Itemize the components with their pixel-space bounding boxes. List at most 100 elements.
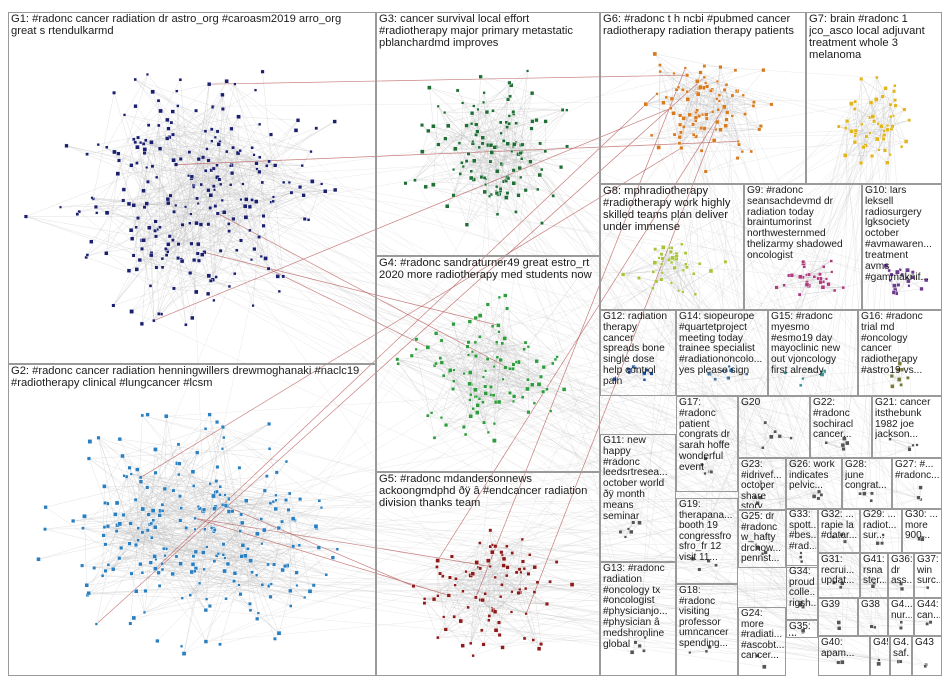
edge [131, 238, 163, 268]
edge [443, 552, 513, 618]
edge [896, 272, 913, 294]
edge [82, 532, 143, 566]
inter-group-edge [256, 168, 874, 587]
edge [444, 112, 521, 154]
edge [682, 273, 695, 293]
edge [643, 637, 646, 651]
inter-group-edge [673, 73, 871, 118]
edge [414, 166, 464, 181]
edge [94, 557, 226, 569]
edge [421, 125, 472, 179]
edge [433, 106, 439, 185]
edge [151, 252, 230, 287]
edge [494, 147, 498, 215]
edge [449, 572, 517, 578]
inter-group-edge [488, 128, 892, 146]
edge [201, 148, 208, 185]
edge [470, 372, 474, 409]
edge [113, 560, 215, 570]
edge [445, 616, 455, 630]
edge [440, 544, 493, 574]
edge [169, 137, 197, 292]
edge [513, 364, 528, 390]
edge [214, 189, 247, 218]
edge [442, 576, 484, 645]
edge [802, 374, 823, 379]
edge [105, 421, 218, 572]
edge [450, 368, 513, 371]
group-label-g15: G15: #radonc myesmo #esmo19 day mayoclin… [771, 312, 841, 377]
edge [901, 369, 902, 385]
edge [138, 528, 270, 586]
edge [206, 148, 304, 196]
edge [467, 346, 551, 412]
inter-group-edge [474, 64, 660, 161]
edge [215, 137, 242, 241]
edge [114, 151, 157, 268]
edge [209, 414, 320, 501]
edge [205, 426, 223, 429]
inter-group-edge [692, 136, 867, 559]
edge [117, 499, 136, 526]
edge [142, 532, 173, 575]
edge [88, 584, 263, 594]
edge [851, 88, 886, 132]
edge [429, 87, 434, 127]
group-label-g2: G2: #radonc cancer radiation henningwill… [11, 366, 360, 389]
edge [462, 567, 479, 592]
inter-group-edge [520, 560, 709, 573]
edge [178, 474, 276, 510]
edge [212, 94, 223, 280]
edge [413, 560, 438, 587]
edge [497, 180, 507, 215]
edge [502, 342, 526, 344]
edge [437, 634, 500, 638]
edge [123, 423, 270, 516]
group-label-g9: G9: #radonc seansachdevmd dr radiation t… [747, 186, 843, 261]
edge [908, 279, 927, 286]
edge [475, 342, 528, 390]
group-label-g8: G8: mphradiotherapy #radiotherapy work h… [603, 186, 731, 233]
edge [256, 163, 303, 166]
edge [226, 506, 317, 527]
edge [655, 249, 677, 255]
edge [433, 110, 494, 127]
edge [172, 111, 231, 185]
inter-group-edge [202, 254, 844, 450]
edge [167, 141, 213, 200]
edge [861, 99, 877, 125]
edge [239, 467, 251, 604]
inter-group-edge [205, 170, 840, 629]
edge [161, 548, 338, 564]
edge [437, 611, 496, 638]
edge [466, 196, 490, 225]
edge [450, 342, 476, 371]
inter-group-edge [680, 132, 928, 588]
edge [128, 254, 152, 271]
edge [492, 110, 532, 129]
edge [473, 96, 511, 107]
edge [480, 599, 525, 639]
edge [105, 520, 154, 545]
edge [453, 164, 502, 170]
edge [88, 458, 219, 554]
inter-group-edge [866, 136, 872, 627]
edge [502, 343, 511, 369]
inter-group-edge [498, 586, 928, 623]
inter-group-edge [155, 527, 693, 560]
edge [149, 227, 155, 321]
edge [159, 555, 246, 586]
edge [891, 375, 908, 379]
edge [468, 342, 548, 390]
edge [216, 480, 290, 494]
edge [889, 116, 891, 155]
inter-group-edge [671, 98, 846, 542]
inter-group-edge [800, 142, 856, 603]
edge [135, 79, 213, 107]
edge [614, 372, 630, 380]
group-label-g13: G13: #radonc radiation #oncology tx #onc… [603, 564, 668, 650]
edge [96, 181, 313, 213]
group-label-g14: G14: siopeurope #quartetproject meeting … [679, 312, 763, 377]
edge [681, 95, 744, 149]
edge [462, 102, 490, 197]
